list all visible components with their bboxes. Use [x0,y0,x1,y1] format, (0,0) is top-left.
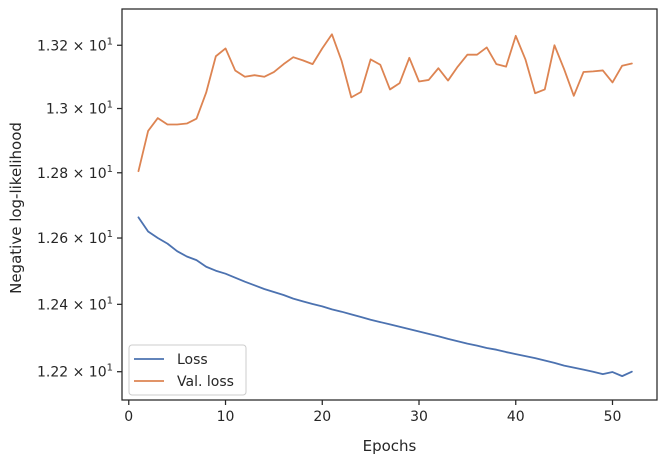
x-axis: 0 10 20 30 40 50 [124,400,621,425]
y-axis: 1.22 × 101 1.24 × 101 1.26 × 101 1.28 × 101… [37,36,122,381]
legend-box [128,344,247,396]
y-tick-label: 1.32 × 101 [37,36,113,54]
series-layer [137,33,633,378]
legend-label-loss: Loss [177,352,208,368]
x-tick-label: 40 [507,409,525,425]
plot-area [122,9,657,400]
x-tick-label: 20 [313,409,331,425]
x-tick-label: 50 [604,409,622,425]
series-line-val-loss [137,33,633,173]
y-tick-label: 1.3 × 101 [46,100,113,118]
legend: Loss Val. loss [128,344,247,396]
y-tick-label: 1.22 × 101 [37,363,113,381]
series-line-loss [137,216,633,378]
x-tick-label: 30 [410,409,428,425]
x-axis-label: Epochs [363,437,417,455]
x-tick-label: 0 [124,409,133,425]
plot-frame [121,8,658,401]
y-tick-label: 1.26 × 101 [37,229,113,247]
y-axis-label: Negative log-likelihood [7,122,25,294]
x-tick-label: 10 [217,409,235,425]
y-tick-label: 1.28 × 101 [37,164,113,182]
legend-label-val-loss: Val. loss [177,374,234,390]
y-tick-label: 1.24 × 101 [37,295,113,313]
